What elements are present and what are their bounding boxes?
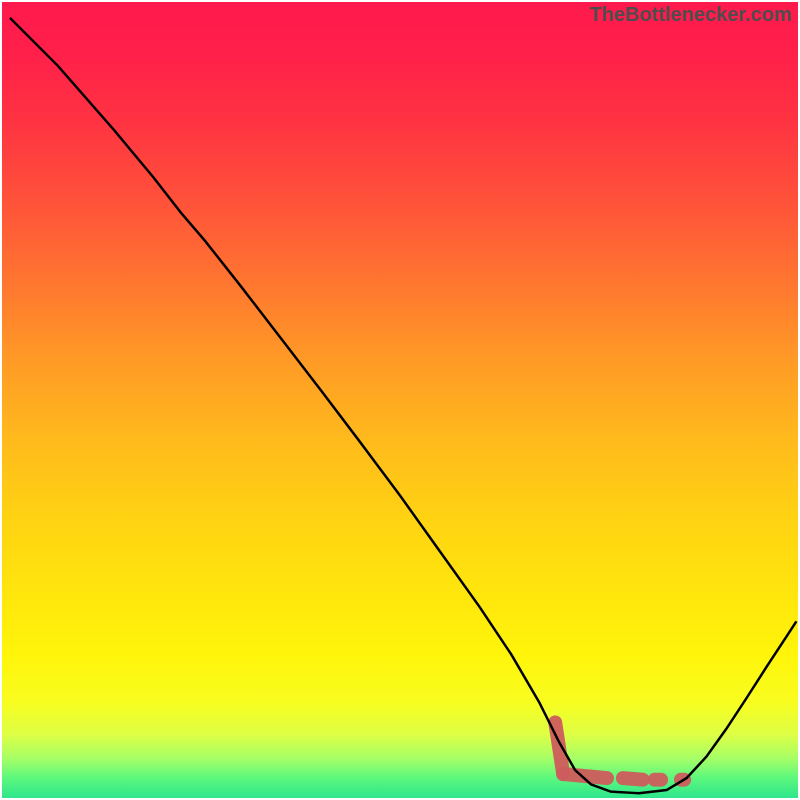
plot-layer bbox=[2, 2, 798, 798]
attribution-label: TheBottlenecker.com bbox=[590, 4, 792, 27]
bottleneck-chart: TheBottlenecker.com bbox=[0, 0, 800, 800]
marker-stroke bbox=[623, 778, 643, 780]
bottleneck-curve bbox=[10, 18, 796, 793]
